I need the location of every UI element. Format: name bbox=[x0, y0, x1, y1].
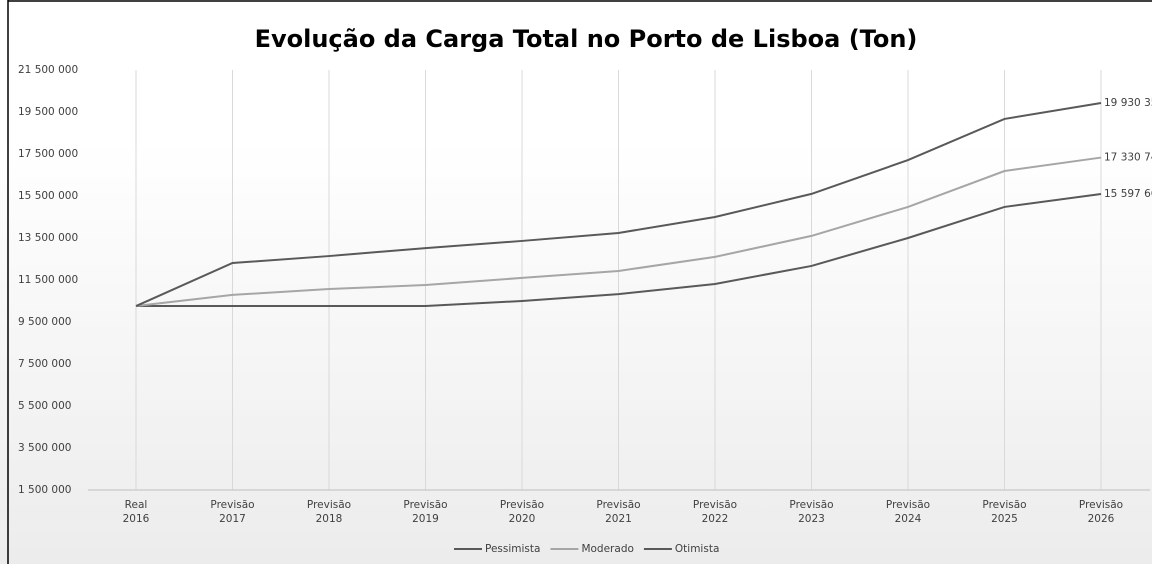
x-tick-label: Previsão 2025 bbox=[982, 499, 1027, 525]
series-line bbox=[135, 156, 1102, 308]
series-line bbox=[136, 192, 1102, 308]
series-line bbox=[135, 101, 1102, 307]
y-tick-label: 9 500 000 bbox=[18, 316, 71, 328]
x-tick-label: Previsão 2017 bbox=[210, 499, 255, 525]
y-tick-label: 11 500 000 bbox=[18, 274, 78, 286]
x-tick-label: Previsão 2019 bbox=[403, 499, 448, 525]
y-tick-label: 13 500 000 bbox=[18, 232, 78, 244]
y-tick-label: 19 500 000 bbox=[18, 106, 78, 118]
x-tick-label: Previsão 2018 bbox=[306, 499, 352, 525]
data-label: 19 930 350 bbox=[1104, 97, 1152, 109]
data-label: 15 597 660 bbox=[1104, 188, 1152, 200]
y-tick-label: 1 500 000 bbox=[18, 484, 71, 496]
x-tick-label: Previsão 2023 bbox=[789, 499, 834, 525]
x-tick-label: Previsão 2026 bbox=[1078, 499, 1124, 525]
data-label: 17 330 740 bbox=[1104, 152, 1152, 164]
x-tick-label: Previsão 2020 bbox=[499, 499, 545, 525]
x-tick-label: Real 2016 bbox=[122, 499, 150, 525]
y-tick-label: 5 500 000 bbox=[18, 400, 71, 412]
y-tick-label: 7 500 000 bbox=[18, 358, 71, 370]
y-tick-label: 15 500 000 bbox=[18, 190, 78, 202]
y-tick-label: 17 500 000 bbox=[18, 148, 78, 160]
y-tick-label: 21 500 000 bbox=[18, 64, 78, 76]
y-tick-label: 3 500 000 bbox=[18, 442, 71, 454]
legend-label: Pessimista bbox=[485, 543, 540, 555]
x-tick-label: Previsão 2021 bbox=[596, 499, 641, 525]
chart-title: Evolução da Carga Total no Porto de Lisb… bbox=[255, 25, 918, 53]
legend-label: Otimista bbox=[675, 543, 719, 555]
x-tick-label: Previsão 2022 bbox=[692, 499, 738, 525]
legend-label: Moderado bbox=[581, 543, 633, 555]
x-tick-label: Previsão 2024 bbox=[885, 499, 931, 525]
